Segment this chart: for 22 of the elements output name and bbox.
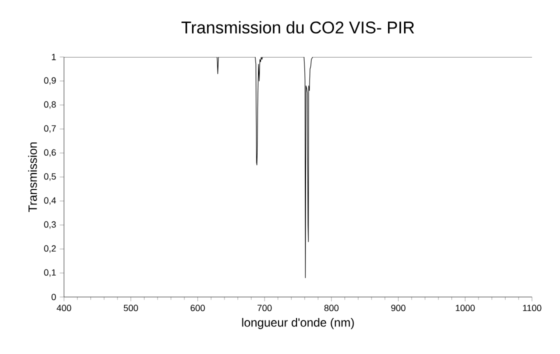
chart-title: Transmission du CO2 VIS- PIR — [182, 21, 414, 34]
x-tick-label: 1100 — [523, 304, 542, 312]
x-tick-label: 1000 — [456, 304, 475, 312]
y-tick-label: 0,9 — [44, 77, 56, 85]
x-tick-label: 900 — [391, 304, 406, 312]
y-tick-label: 0,5 — [44, 173, 56, 181]
y-tick-label: 0,3 — [44, 221, 56, 229]
x-axis-title: longueur d'onde (nm) — [242, 318, 354, 330]
y-tick-label: 0,1 — [44, 269, 56, 277]
y-tick-label: 0,8 — [44, 101, 56, 109]
x-tick-label: 600 — [190, 304, 205, 312]
y-tick-label: 0,4 — [44, 197, 56, 205]
y-tick-label: 0,2 — [44, 245, 56, 253]
x-tick-label: 500 — [124, 304, 138, 312]
y-tick-label: 0,6 — [44, 149, 56, 157]
y-tick-label: 0,7 — [44, 125, 56, 133]
x-tick-label: 800 — [324, 304, 339, 312]
x-tick-label: 700 — [258, 304, 272, 312]
y-tick-label: 0 — [52, 294, 56, 300]
y-axis-title: Transmission — [28, 142, 37, 212]
y-tick-label: 1 — [52, 54, 56, 60]
x-tick-label: 400 — [56, 304, 72, 312]
